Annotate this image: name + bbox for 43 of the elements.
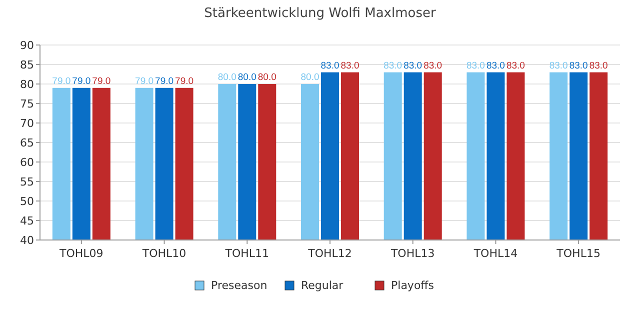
x-tick-label: TOHL15 bbox=[556, 247, 600, 260]
y-tick-label: 85 bbox=[20, 58, 34, 72]
data-label: 79.0 bbox=[92, 76, 111, 87]
y-tick-label: 55 bbox=[20, 175, 34, 188]
x-tick-label: TOHL10 bbox=[141, 247, 186, 260]
y-tick-label: 90 bbox=[20, 38, 34, 52]
legend-label: Regular bbox=[301, 279, 344, 292]
data-label: 79.0 bbox=[175, 76, 194, 87]
legend-label: Playoffs bbox=[391, 279, 434, 292]
data-label: 83.0 bbox=[466, 60, 485, 72]
data-label: 83.0 bbox=[549, 60, 568, 72]
x-tick-label: TOHL13 bbox=[390, 247, 435, 260]
x-tick-label: TOHL14 bbox=[472, 247, 518, 260]
data-label: 83.0 bbox=[506, 60, 525, 72]
data-label: 79.0 bbox=[135, 76, 154, 87]
data-label: 83.0 bbox=[384, 60, 402, 72]
y-tick-label: 75 bbox=[20, 97, 34, 110]
chart-title: Stärkeentwicklung Wolfi Maxlmoser bbox=[204, 6, 436, 21]
y-tick-label: 70 bbox=[20, 116, 34, 130]
y-tick-label: 45 bbox=[20, 214, 34, 228]
data-label: 83.0 bbox=[486, 60, 505, 72]
data-label: 80.0 bbox=[300, 72, 320, 83]
data-label: 83.0 bbox=[320, 60, 340, 72]
x-tick-label: TOHL11 bbox=[224, 247, 270, 260]
y-tick-label: 50 bbox=[20, 194, 34, 208]
data-label: 80.0 bbox=[238, 72, 256, 83]
data-label: 80.0 bbox=[218, 72, 236, 83]
data-label: 83.0 bbox=[424, 60, 442, 72]
y-tick-label: 60 bbox=[20, 156, 34, 169]
y-tick-label: 65 bbox=[20, 136, 34, 150]
data-label: 83.0 bbox=[589, 60, 608, 72]
data-label: 79.0 bbox=[155, 76, 174, 87]
data-label: 80.0 bbox=[258, 72, 276, 83]
data-label: 79.0 bbox=[72, 76, 91, 87]
x-tick-label: TOHL09 bbox=[58, 247, 104, 260]
data-label: 83.0 bbox=[340, 60, 360, 72]
data-label: 83.0 bbox=[569, 60, 588, 72]
data-label: 79.0 bbox=[52, 76, 71, 87]
data-label: 83.0 bbox=[404, 60, 422, 72]
legend-label: Preseason bbox=[211, 279, 268, 292]
y-tick-label: 80 bbox=[20, 78, 34, 91]
x-tick-label: TOHL12 bbox=[307, 247, 352, 260]
y-tick-label: 40 bbox=[20, 234, 34, 247]
